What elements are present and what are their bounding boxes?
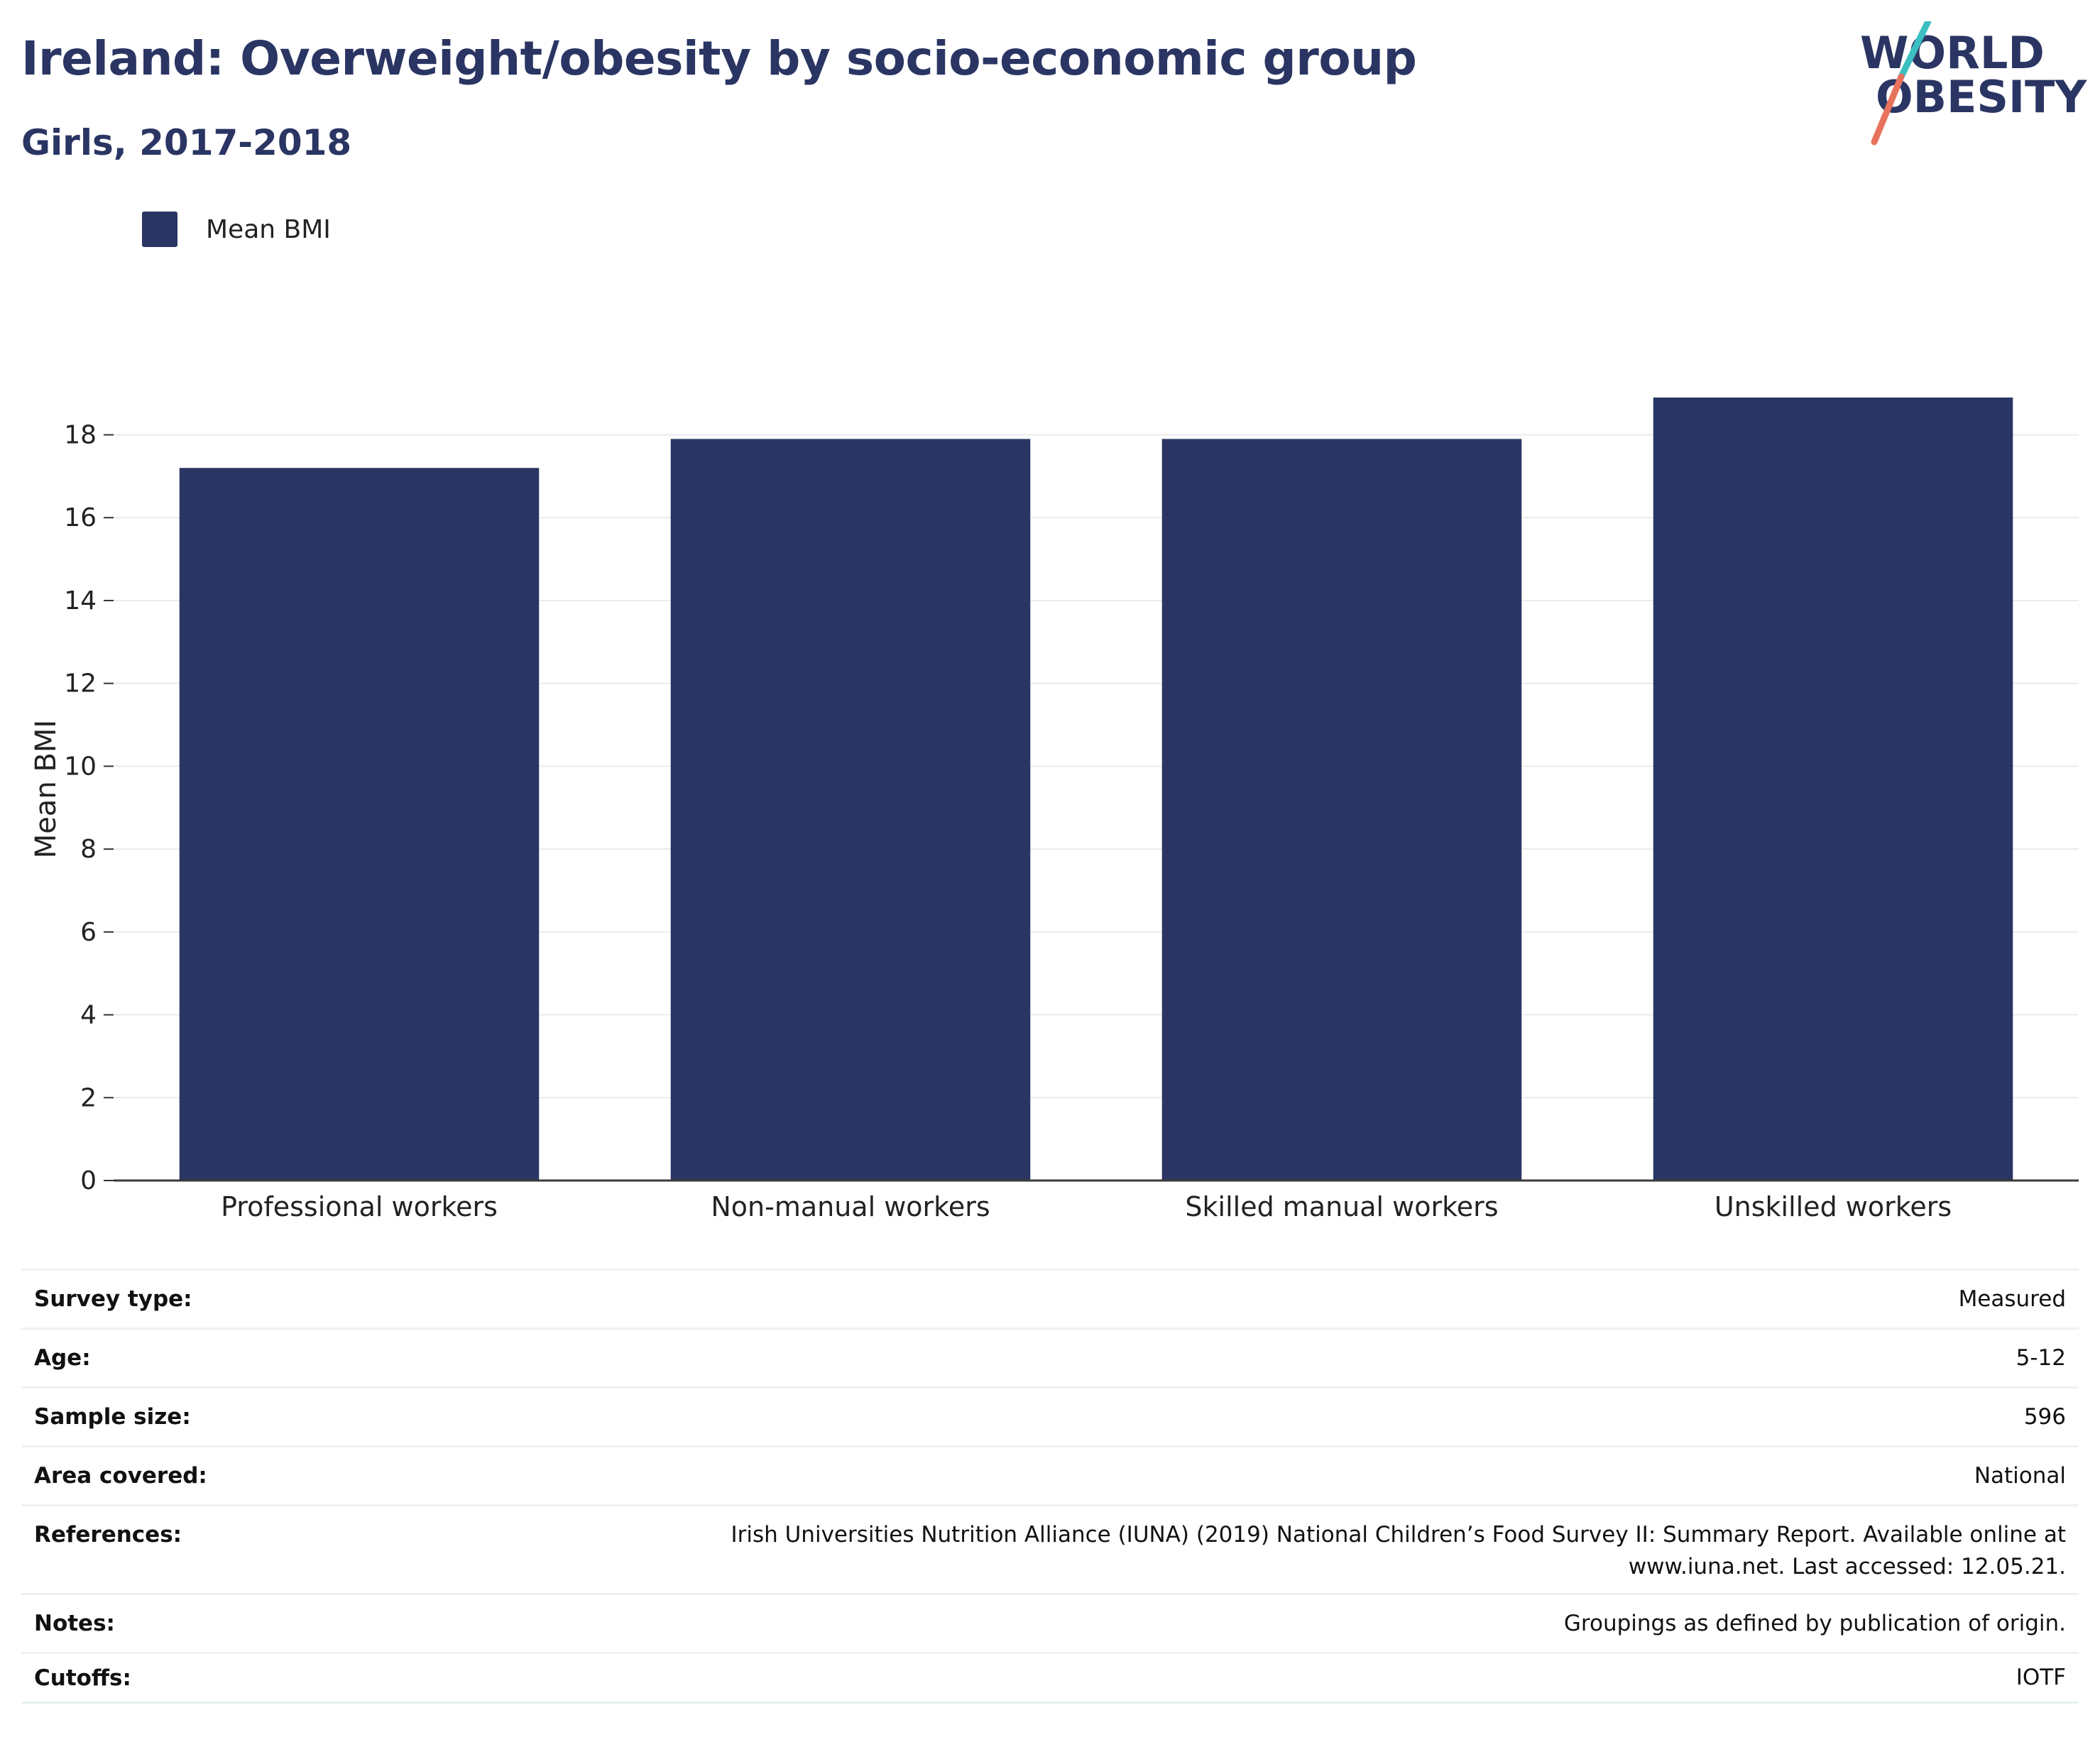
reference-line-1: Irish Universities Nutrition Alliance (I… [731, 1522, 2066, 1548]
x-category-label: Unskilled workers [1715, 1191, 1952, 1222]
legend-label-mean-bmi: Mean BMI [206, 214, 331, 244]
y-tick-label: 12 [64, 669, 97, 699]
y-tick-label: 0 [80, 1166, 97, 1195]
y-tick-label: 14 [64, 586, 97, 615]
info-value: Groupings as defined by publication of o… [345, 1593, 2079, 1653]
info-key: Notes: [21, 1593, 345, 1653]
info-row-references: References: Irish Universities Nutrition… [21, 1504, 2079, 1594]
bar [1161, 439, 1522, 1181]
bar-chart: 0 2 4 6 8 10 12 14 16 18 Professional workers Non-m… [30, 398, 2079, 1222]
info-key: Cutoffs: [21, 1652, 345, 1704]
bar [670, 439, 1031, 1181]
chart-subtitle: Girls, 2017-2018 [21, 122, 352, 163]
legend-swatch-mean-bmi [142, 212, 177, 247]
bar [179, 468, 540, 1181]
info-value: IOTF [345, 1652, 2079, 1704]
y-tick-label: 10 [64, 752, 97, 781]
x-category-label: Non-manual workers [711, 1191, 990, 1222]
info-key: Area covered: [21, 1445, 345, 1506]
survey-info-table: Survey type: Measured Age: 5-12 Sample s… [21, 1269, 2079, 1704]
info-key: Survey type: [21, 1269, 345, 1329]
info-row-notes: Notes: Groupings as defined by publicati… [21, 1593, 2079, 1653]
logo-line-2: OBESITY [1876, 71, 2087, 123]
legend: Mean BMI [142, 212, 331, 247]
y-tick-label: 6 [80, 918, 97, 947]
world-obesity-logo: WORLD OBESITY [1860, 21, 2087, 146]
y-tick-label: 16 [64, 503, 97, 532]
info-value: Measured [345, 1269, 2079, 1329]
info-key: Sample size: [21, 1386, 345, 1447]
y-tick-label: 18 [64, 421, 97, 450]
bar [1653, 398, 2013, 1181]
info-key: Age: [21, 1327, 345, 1388]
info-value: Irish Universities Nutrition Alliance (I… [345, 1504, 2079, 1594]
reference-line-2: www.iuna.net. Last accessed: 12.05.21. [1628, 1553, 2066, 1579]
info-row-survey-type: Survey type: Measured [21, 1269, 2079, 1329]
logo-line-1: WORLD [1860, 27, 2045, 79]
y-tick-label: 2 [80, 1083, 97, 1112]
x-category-label: Professional workers [221, 1191, 498, 1222]
info-value: National [345, 1445, 2079, 1506]
info-key: References: [21, 1504, 345, 1594]
info-row-sample-size: Sample size: 596 [21, 1386, 2079, 1447]
y-tick-label: 8 [80, 835, 97, 864]
info-row-area-covered: Area covered: National [21, 1445, 2079, 1506]
info-row-age: Age: 5-12 [21, 1327, 2079, 1388]
info-value: 5-12 [345, 1327, 2079, 1388]
info-value: 596 [345, 1386, 2079, 1447]
x-category-label: Skilled manual workers [1185, 1191, 1498, 1222]
logo-slash-teal [1898, 21, 1932, 80]
y-axis-title: Mean BMI [30, 720, 62, 858]
y-tick-label: 4 [80, 1001, 97, 1030]
chart-title: Ireland: Overweight/obesity by socio-eco… [21, 31, 1417, 86]
logo-slash-coral [1871, 73, 1905, 146]
info-row-cutoffs: Cutoffs: IOTF [21, 1652, 2079, 1704]
